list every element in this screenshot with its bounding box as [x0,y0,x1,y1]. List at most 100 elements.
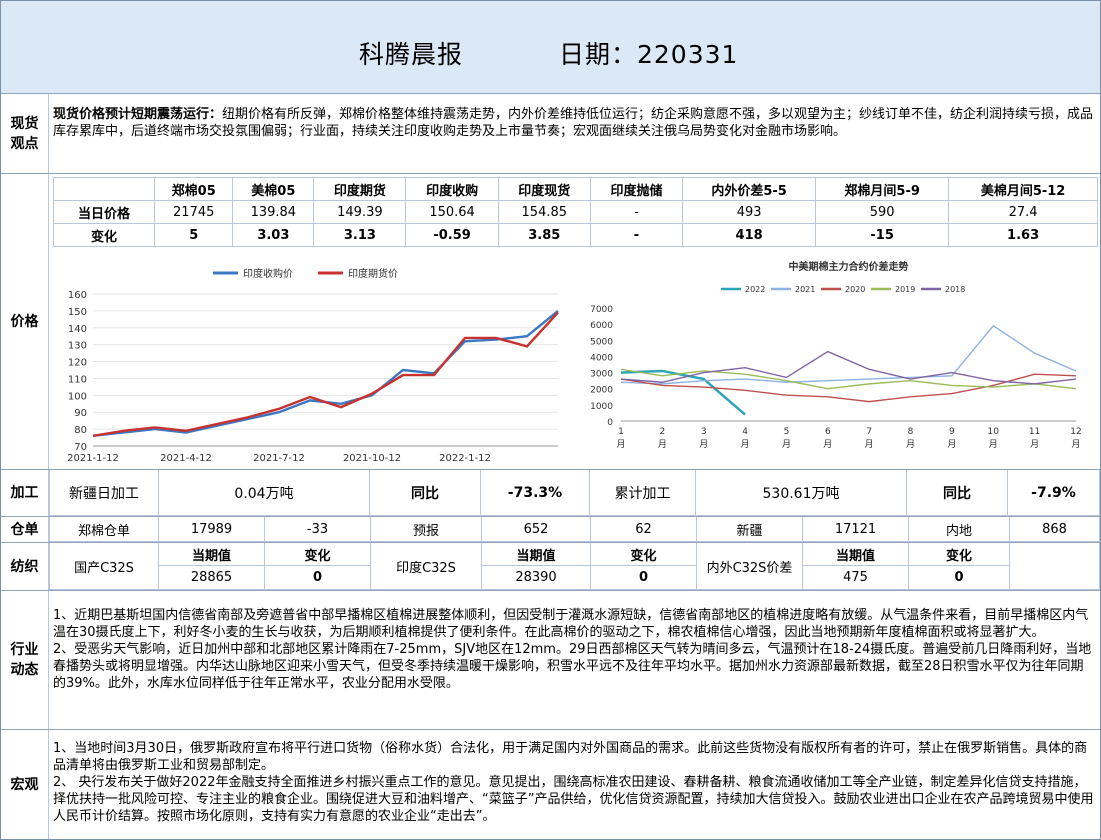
report-title: 科腾晨报 [359,40,464,69]
legend-label: 2020 [845,285,865,294]
textile-empty-cell [1009,543,1100,590]
price-change-cell: 418 [682,223,817,247]
legend-label: 2018 [945,285,965,294]
price-change-cell: 3.85 [497,223,591,247]
warehouse-cell: 868 [1009,517,1100,542]
x-tick-label: 月 [1071,439,1080,450]
series-line [92,311,559,438]
section-label-processing: 加工 [1,470,49,516]
x-tick-label: 9 [949,427,955,437]
macro-paragraph: 1、当地时间3月30日，俄罗斯政府宣布将平行进口货物（俗称水货）合法化，用于满足… [53,741,1088,773]
warehouse-cell: 新疆 [696,517,803,542]
section-label-industry: 行业动态 [1,591,49,729]
y-tick-label: 100 [68,391,87,402]
textile-item-name: 印度C32S [370,543,482,590]
price-col-header: 美棉05 [232,177,315,201]
warehouse-cell: 郑棉仓单 [49,517,159,542]
y-tick-label: 120 [68,358,87,369]
series-line [620,369,746,416]
industry-paragraph: 1、近期巴基斯坦国内信德省南部及旁遮普省中部早播棉区植棉进展整体顺利，但因受制于… [53,608,1089,640]
x-tick-label: 8 [908,427,914,437]
price-cell: 149.39 [313,200,407,224]
x-tick-label: 月 [616,439,625,450]
warehouse-cell: 62 [590,517,697,542]
spot-section: 现货观点 现货价格预计短期震荡运行：纽期价格有所反弹，郑棉价格整体维持震荡走势，… [1,94,1100,174]
price-change-cell: 5 [153,223,234,247]
x-tick-label: 2 [659,427,665,437]
price-change-cell: 3.03 [232,223,315,247]
processing-cell: -7.9% [1007,470,1100,516]
price-change-cell: 3.13 [313,223,407,247]
textile-item-name: 内外C32S价差 [696,543,803,590]
price-section: 价格 郑棉05 美棉05 印度期货 印度收购 印度现货 印度抛储 内外价差5-5… [1,174,1100,470]
legend-label: 2021 [795,285,815,294]
y-tick-label: 80 [74,425,87,436]
y-tick-label: 140 [68,324,87,335]
textile-cur-header: 当期值 [802,543,909,567]
textile-value: 28390 [481,565,591,590]
x-tick-label: 1 [618,427,624,437]
industry-section: 行业动态 1、近期巴基斯坦国内信德省南部及旁遮普省中部早播棉区植棉进展整体顺利，… [1,591,1100,730]
y-tick-label: 1000 [590,402,613,412]
x-tick-label: 5 [784,427,790,437]
processing-cell: 新疆日加工 [49,470,159,516]
x-tick-label: 月 [1030,439,1039,450]
price-change-cell: -0.59 [405,223,499,247]
price-cell: - [589,200,684,224]
processing-table: 新疆日加工 0.04万吨 同比 -73.3% 累计加工 530.61万吨 同比 … [49,470,1100,516]
cn-us-spread-chart: 中美期棉主力合约价差走势 0 1000 2000 3000 4000 5000 6000 700… [590,260,1082,450]
textile-change: 0 [264,565,371,590]
y-tick-label: 70 [74,442,87,453]
x-tick-label: 2022-1-12 [439,453,491,464]
x-tick-label: 月 [865,439,874,450]
series-line [620,350,1077,385]
series-line [620,368,1077,390]
x-tick-label: 4 [742,427,748,437]
report-header: 科腾晨报 日期：220331 [1,1,1100,94]
textile-value: 475 [802,565,909,590]
x-tick-label: 2021-7-12 [253,453,305,464]
price-cell: 150.64 [405,200,499,224]
chart-title: 中美期棉主力合约价差走势 [789,260,909,273]
price-col-header: 印度收购 [405,177,499,201]
y-tick-label: 0 [607,418,613,428]
y-tick-label: 3000 [590,370,613,380]
price-row-current: 当日价格 21745 139.84 149.39 150.64 154.85 -… [53,200,1098,224]
warehouse-cell: -33 [264,517,371,542]
x-tick-label: 3 [701,427,707,437]
x-tick-label: 月 [782,439,791,450]
y-tick-label: 160 [68,290,87,301]
price-change-cell: -15 [815,223,950,247]
price-col-header: 内外价差5-5 [682,177,817,201]
textile-item-name: 国产C32S [49,543,159,590]
macro-paragraph: 2、 央行发布关于做好2022年金融支持全面推进乡村振兴重点工作的意见。意见提出… [53,775,1094,824]
price-col-header: 印度抛储 [589,177,684,201]
x-tick-label: 月 [823,439,832,450]
y-tick-label: 110 [68,374,87,385]
legend-label: 印度收购价 [243,267,293,280]
x-tick-label: 2021-1-12 [67,453,119,464]
price-cell: 493 [682,200,817,224]
x-tick-label: 10 [988,427,1000,437]
price-cell: 27.4 [948,200,1098,224]
legend-label: 2019 [895,285,915,294]
series-line [92,309,559,438]
warehouse-section: 仓单 郑棉仓单 17989 -33 预报 652 62 新疆 17121 内地 … [1,517,1100,543]
x-tick-label: 月 [947,439,956,450]
industry-text: 1、近期巴基斯坦国内信德省南部及旁遮普省中部早播棉区植棉进展整体顺利，但因受制于… [53,607,1096,692]
india-price-chart: 70 80 90 100 110 120 130 140 150 160 2021-1-12 2021… [67,267,559,464]
warehouse-cell: 652 [481,517,591,542]
spot-view-text: 现货价格预计短期震荡运行：纽期价格有所反弹，郑棉价格整体维持震荡走势，内外价差维… [53,106,1096,140]
x-tick-label: 月 [699,439,708,450]
price-col-header: 郑棉05 [153,177,234,201]
industry-paragraph: 2、受恶劣天气影响，近日加州中部和北部地区累计降雨在7-25mm，SJV地区在1… [53,642,1092,691]
processing-cell: 同比 [369,470,481,516]
price-col-header: 郑棉月间5-9 [815,177,950,201]
price-col-header: 印度现货 [497,177,591,201]
x-tick-label: 月 [658,439,667,450]
textile-cur-header: 当期值 [481,543,591,567]
price-row-change: 变化 5 3.03 3.13 -0.59 3.85 - 418 -15 1.63 [53,223,1098,247]
x-tick-label: 月 [906,439,915,450]
x-tick-label: 月 [989,439,998,450]
